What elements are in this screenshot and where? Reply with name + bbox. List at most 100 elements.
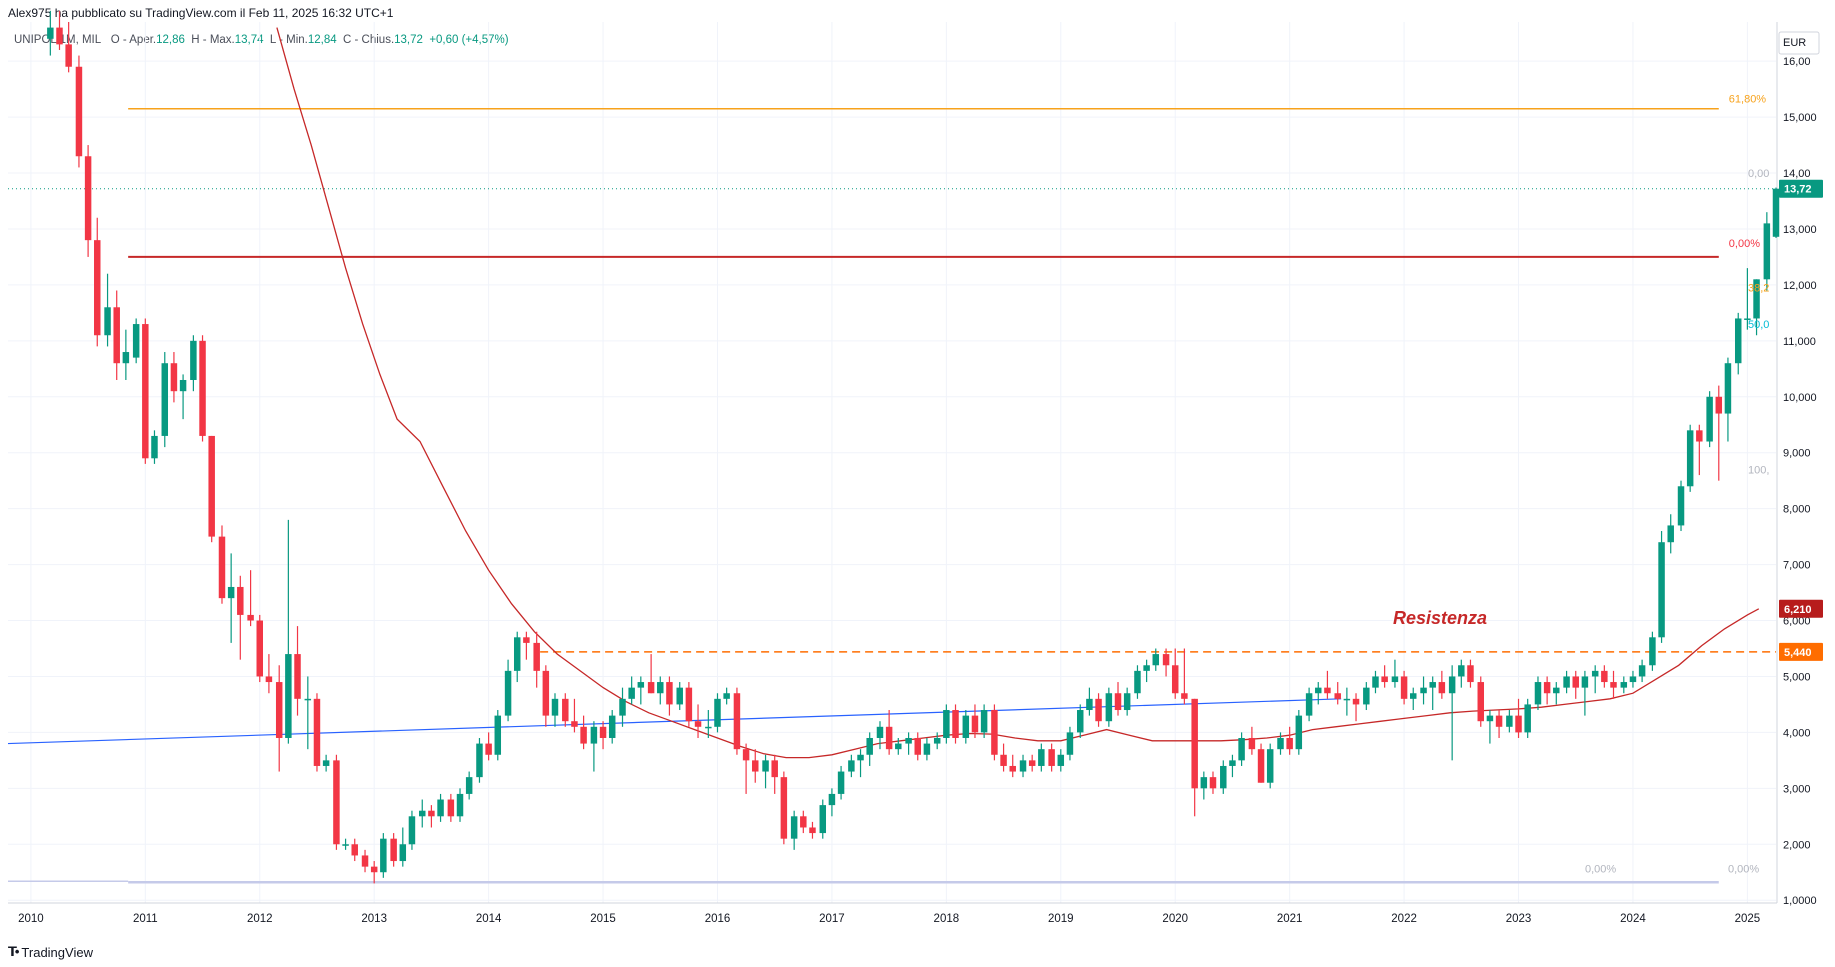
candle-body-up — [1220, 765, 1227, 789]
candle-body-down — [571, 721, 578, 727]
y-tick-label: 14,00 — [1783, 168, 1811, 180]
candle-body-down — [361, 855, 369, 867]
candle-body-up — [1123, 693, 1131, 711]
candle-body-up — [1448, 676, 1456, 694]
candle-body-down — [780, 777, 788, 839]
candle-body-up — [905, 737, 912, 744]
candle-body-down — [351, 844, 358, 856]
y-tick-label: 12,000 — [1783, 280, 1817, 292]
candle-body-up — [1266, 749, 1274, 783]
candle-body-up — [1295, 715, 1303, 750]
tradingview-logo-icon: 𝗧• — [8, 944, 20, 959]
candle-body-up — [494, 715, 502, 755]
currency-box — [1778, 31, 1820, 55]
candle-body-down — [1171, 665, 1179, 694]
candle-body-down — [809, 827, 816, 834]
candle-body-down — [1181, 693, 1188, 699]
candle-body-up — [322, 760, 330, 766]
candle-body-down — [294, 654, 301, 699]
candle-body-down — [599, 726, 607, 738]
candle-body-up — [1086, 698, 1093, 711]
x-tick-label: 2010 — [18, 913, 44, 925]
candle-body-up — [962, 715, 970, 738]
candle-body-up — [819, 805, 827, 834]
legend-symbol[interactable]: UNIPOL — [14, 34, 57, 46]
candle-body-down — [84, 156, 92, 241]
candle-body-down — [113, 307, 120, 364]
x-tick-label: 2011 — [133, 913, 158, 925]
fib-small-label: 0,00 — [1748, 168, 1769, 180]
candle-body-up — [104, 307, 111, 336]
candle-body-up — [1734, 318, 1742, 364]
candle-body-up — [762, 760, 769, 772]
candle-body-down — [1286, 737, 1293, 750]
y-tick-label: 1,0000 — [1783, 895, 1817, 907]
candle-body-down — [1191, 698, 1198, 789]
legend-low-value: 12,84 — [307, 34, 337, 46]
candle-body-up — [1686, 430, 1694, 487]
candle-body-up — [1305, 693, 1313, 716]
candle-body-down — [75, 66, 83, 157]
candle-body-down — [885, 726, 893, 750]
candle-body-up — [1677, 486, 1685, 526]
y-tick-label: 13,000 — [1783, 224, 1817, 236]
candle-body-up — [1506, 715, 1513, 727]
candle-body-down — [447, 799, 455, 817]
candle-body-down — [390, 838, 397, 862]
candle-body-up — [1429, 682, 1436, 688]
candle-body-up — [895, 743, 902, 750]
candle-body-down — [65, 44, 72, 67]
candle-body-down — [694, 721, 702, 727]
candle-body-down — [56, 27, 63, 45]
candle-body-up — [1229, 760, 1236, 766]
price-tag-label: 5,440 — [1784, 647, 1812, 659]
candle-body-up — [227, 586, 235, 599]
y-tick-label: 10,000 — [1783, 392, 1817, 404]
candle-body-down — [800, 816, 807, 828]
x-tick-label: 2017 — [819, 913, 845, 925]
candle-body-down — [952, 710, 959, 738]
candle-body-up — [848, 760, 855, 772]
candle-body-up — [1744, 318, 1751, 320]
candle-body-down — [647, 682, 655, 694]
x-tick-label: 2016 — [705, 913, 731, 925]
legend-close-value: 13,72 — [394, 34, 423, 46]
candle-body-up — [1391, 676, 1399, 683]
candle-body-up — [161, 363, 169, 436]
tradingview-logo[interactable]: 𝗧• TradingView — [8, 944, 93, 960]
candle-body-down — [199, 340, 206, 436]
candle-body-down — [1515, 715, 1522, 733]
candle-body-down — [1000, 754, 1007, 766]
candle-body-down — [1334, 693, 1341, 699]
candle-body-up — [1458, 665, 1465, 677]
candle-body-down — [256, 620, 263, 677]
candle-body-up — [1724, 363, 1732, 414]
candle-body-down — [265, 676, 273, 683]
candle-body-down — [1543, 682, 1551, 694]
candle-body-up — [1706, 396, 1713, 442]
candle-body-down — [370, 866, 378, 873]
candle-body-up — [1277, 737, 1284, 750]
candle-body-up — [304, 698, 312, 701]
y-tick-label: 3,000 — [1783, 783, 1811, 795]
y-tick-label: 7,000 — [1783, 560, 1811, 572]
candle-body-down — [1495, 715, 1503, 727]
x-tick-label: 2014 — [476, 913, 502, 925]
x-tick-label: 2015 — [590, 913, 616, 925]
candle-body-down — [1248, 737, 1256, 750]
x-tick-label: 2023 — [1506, 913, 1532, 925]
candle-body-up — [1019, 760, 1027, 772]
candle-body-up — [399, 844, 407, 862]
candle-body-up — [342, 844, 349, 846]
candle-body-down — [1324, 687, 1331, 694]
candle-body-down — [666, 682, 673, 705]
candle-body-up — [476, 743, 483, 778]
candle-body-up — [676, 687, 683, 705]
y-tick-label: 16,00 — [1783, 56, 1811, 68]
candle-body-down — [771, 760, 778, 778]
candle-body-up — [1057, 754, 1065, 766]
candle-body-down — [1257, 749, 1265, 783]
candle-body-up — [1134, 670, 1141, 694]
candle-body-down — [533, 642, 540, 671]
